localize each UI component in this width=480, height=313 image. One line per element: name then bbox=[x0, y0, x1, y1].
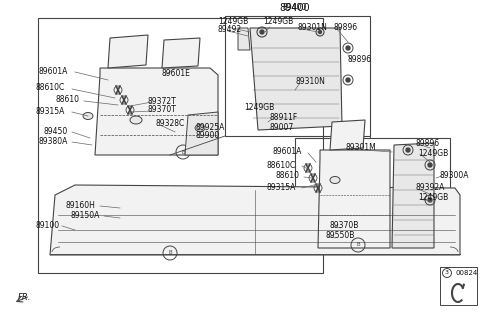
Text: 89896: 89896 bbox=[415, 138, 439, 147]
Text: 88911F: 88911F bbox=[270, 114, 298, 122]
Text: 89328C: 89328C bbox=[155, 120, 184, 129]
Text: 3: 3 bbox=[445, 270, 449, 275]
Text: 89400: 89400 bbox=[283, 3, 307, 13]
Circle shape bbox=[428, 163, 432, 167]
Text: 89550B: 89550B bbox=[325, 230, 354, 239]
Text: 89372T: 89372T bbox=[148, 96, 177, 105]
Text: 1249GB: 1249GB bbox=[263, 18, 293, 27]
Ellipse shape bbox=[195, 125, 205, 131]
Text: 89392A: 89392A bbox=[415, 183, 444, 192]
Text: 00824: 00824 bbox=[455, 270, 477, 276]
Ellipse shape bbox=[130, 116, 142, 124]
Text: 89900: 89900 bbox=[195, 131, 219, 141]
Text: FR.: FR. bbox=[18, 294, 31, 302]
Text: 89301M: 89301M bbox=[345, 143, 376, 152]
Text: 89150A: 89150A bbox=[71, 211, 100, 219]
Polygon shape bbox=[185, 112, 218, 155]
Circle shape bbox=[346, 78, 350, 82]
Text: 89601E: 89601E bbox=[162, 69, 191, 79]
Polygon shape bbox=[392, 143, 434, 248]
Polygon shape bbox=[330, 120, 365, 150]
Text: 89100: 89100 bbox=[36, 220, 60, 229]
Polygon shape bbox=[238, 28, 250, 50]
Text: 89450: 89450 bbox=[44, 126, 68, 136]
Circle shape bbox=[346, 46, 350, 50]
Polygon shape bbox=[50, 185, 460, 255]
Text: 89300A: 89300A bbox=[440, 171, 469, 179]
Text: 1249GB: 1249GB bbox=[218, 18, 248, 27]
Circle shape bbox=[260, 30, 264, 34]
Text: 89896: 89896 bbox=[348, 55, 372, 64]
Text: 89380A: 89380A bbox=[38, 136, 68, 146]
Ellipse shape bbox=[330, 177, 340, 183]
Text: 89160H: 89160H bbox=[65, 201, 95, 209]
Text: 89925A: 89925A bbox=[195, 122, 224, 131]
Text: 89896: 89896 bbox=[333, 23, 357, 33]
Text: 89400: 89400 bbox=[280, 3, 310, 13]
Text: B: B bbox=[181, 150, 185, 155]
Text: 88610C: 88610C bbox=[36, 84, 65, 93]
Text: 89601A: 89601A bbox=[273, 147, 302, 156]
Circle shape bbox=[319, 30, 322, 33]
Text: 89301N: 89301N bbox=[298, 23, 328, 33]
Text: 1249GB: 1249GB bbox=[244, 104, 274, 112]
Polygon shape bbox=[108, 35, 148, 68]
Text: 88610: 88610 bbox=[56, 95, 80, 105]
Text: 89601A: 89601A bbox=[38, 66, 68, 75]
Circle shape bbox=[428, 198, 432, 202]
Polygon shape bbox=[95, 68, 218, 155]
Text: 1249GB: 1249GB bbox=[418, 148, 448, 157]
Text: 1249GB: 1249GB bbox=[418, 193, 448, 203]
Text: 89315A: 89315A bbox=[36, 106, 65, 115]
Text: 89315A: 89315A bbox=[266, 182, 296, 192]
Text: 89310N: 89310N bbox=[296, 78, 326, 86]
Ellipse shape bbox=[83, 112, 93, 120]
Text: B: B bbox=[356, 243, 360, 248]
Text: B: B bbox=[168, 250, 172, 255]
Text: 88610C: 88610C bbox=[267, 161, 296, 170]
Polygon shape bbox=[250, 28, 342, 130]
Text: 89370T: 89370T bbox=[148, 105, 177, 115]
Circle shape bbox=[406, 148, 410, 152]
Text: 89370B: 89370B bbox=[330, 220, 360, 229]
Text: 89007: 89007 bbox=[270, 122, 294, 131]
Text: 88610: 88610 bbox=[276, 172, 300, 181]
Polygon shape bbox=[318, 150, 390, 248]
Text: 89492: 89492 bbox=[218, 25, 242, 34]
Polygon shape bbox=[162, 38, 200, 68]
